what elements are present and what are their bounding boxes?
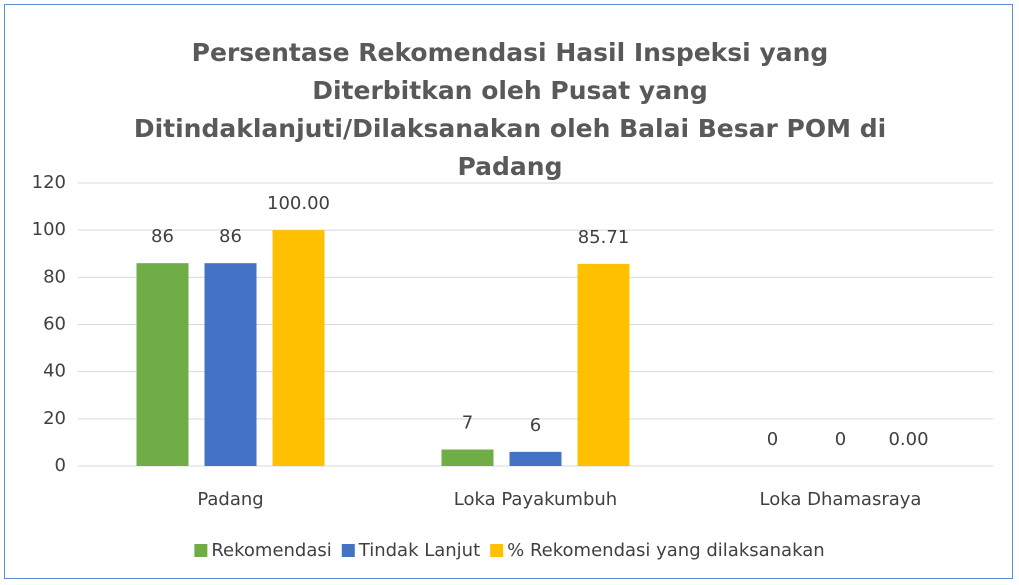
y-tick-label: 40 [43, 361, 66, 382]
x-tick-label: Loka Dhamasraya [760, 489, 922, 510]
bar [136, 263, 189, 466]
bar [441, 449, 494, 466]
y-tick-label: 0 [55, 455, 66, 476]
chart-border [4, 4, 1013, 579]
data-label: 0.00 [888, 429, 928, 450]
data-label: 85.71 [578, 227, 630, 248]
data-label: 86 [219, 226, 242, 247]
data-label: 0 [835, 429, 846, 450]
data-label: 7 [462, 412, 473, 433]
legend-swatch [490, 544, 504, 557]
bar [509, 451, 562, 466]
bar [272, 230, 325, 466]
data-label: 6 [530, 415, 541, 436]
legend-label: Tindak Lanjut [358, 540, 480, 561]
legend-swatch [194, 544, 208, 557]
y-tick-label: 60 [43, 314, 66, 335]
x-tick-label: Loka Payakumbuh [454, 489, 617, 510]
legend-label: % Rekomendasi yang dilaksanakan [507, 540, 824, 561]
bar [204, 263, 257, 466]
bar [577, 263, 630, 466]
y-tick-label: 80 [43, 266, 66, 287]
y-tick-label: 120 [32, 172, 66, 193]
data-label: 86 [151, 226, 174, 247]
y-tick-label: 100 [32, 219, 66, 240]
legend-swatch [341, 544, 355, 557]
data-label: 100.00 [267, 193, 330, 214]
y-tick-label: 20 [43, 408, 66, 429]
x-tick-label: Padang [197, 489, 263, 510]
legend-label: Rekomendasi [211, 540, 331, 561]
data-label: 0 [767, 429, 778, 450]
chart-title: Persentase Rekomendasi Hasil Inspeksi ya… [133, 38, 887, 181]
